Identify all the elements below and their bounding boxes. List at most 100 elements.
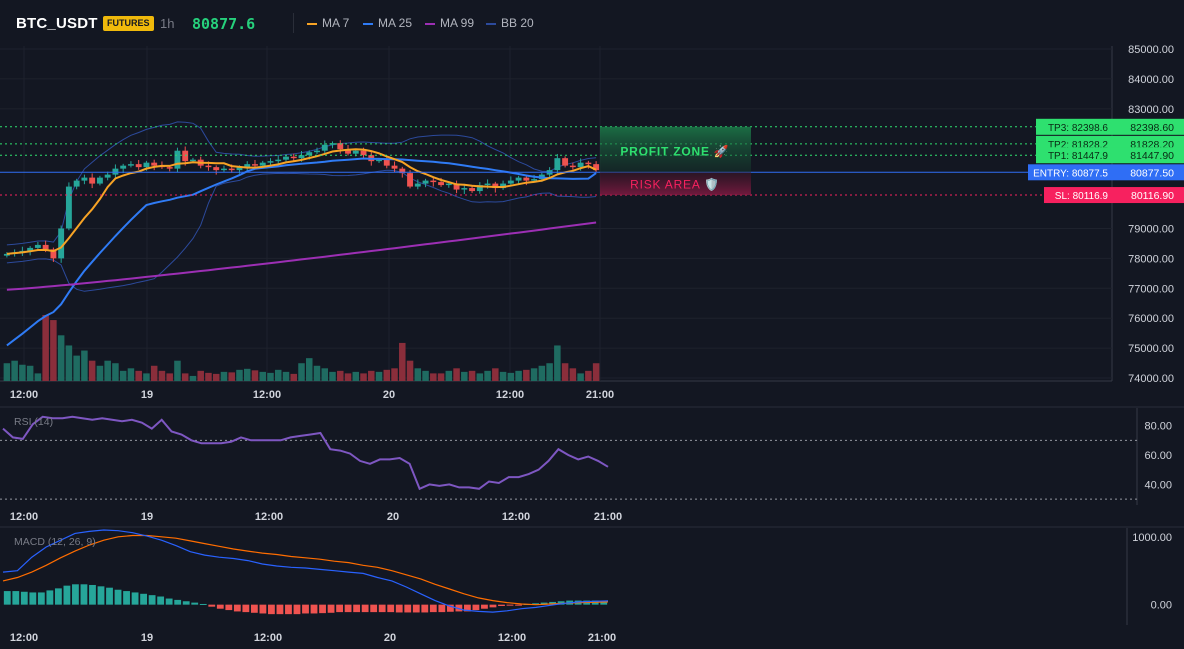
legend-ma99[interactable]: MA 99 <box>425 16 474 30</box>
macd-title: MACD (12, 26, 9) <box>14 536 96 548</box>
candle-body <box>127 164 134 166</box>
entry-tag-label: ENTRY: 80877.5 <box>1033 168 1108 179</box>
volume-bar <box>313 365 321 381</box>
volume-bar <box>228 372 235 381</box>
macd-histogram-bar <box>463 604 471 612</box>
macd-histogram-bar <box>3 591 11 605</box>
volume-bar <box>57 335 65 381</box>
macd-histogram-bar <box>199 603 207 605</box>
macd-histogram-bar <box>72 584 79 605</box>
rsi-pane[interactable]: RSI (14) <box>0 415 1137 500</box>
macd-tick-label: 1000.00 <box>1132 532 1172 544</box>
macd-histogram-bar <box>63 585 71 605</box>
volume-bar <box>492 368 499 381</box>
macd-histogram-bar <box>12 591 20 605</box>
volume-bar <box>414 368 422 381</box>
legend-ma25[interactable]: MA 25 <box>363 16 412 30</box>
volume-bar <box>476 373 484 381</box>
macd-histogram-bar <box>472 604 480 611</box>
macd-histogram-bar <box>225 604 233 611</box>
tp-tag-bg <box>1036 118 1112 135</box>
macd-histogram-bar <box>412 604 420 613</box>
candle-body <box>244 164 251 168</box>
rsi-line <box>2 415 609 491</box>
price-tick-label: 78000.00 <box>1128 253 1174 265</box>
volume-bar <box>135 370 142 381</box>
legend-bb20[interactable]: BB 20 <box>486 16 534 30</box>
candle-body <box>298 155 305 159</box>
candle-body <box>151 162 158 166</box>
volume-bar <box>3 363 11 381</box>
candle-body <box>345 149 351 154</box>
volume-bar <box>337 370 344 381</box>
volume-bar <box>305 358 313 381</box>
symbol-label[interactable]: BTC_USDT <box>16 15 98 32</box>
volume-bar <box>220 371 228 381</box>
volume-bar <box>561 363 569 381</box>
legend-ma99-label: MA 99 <box>440 16 475 30</box>
legend-ma7[interactable]: MA 7 <box>307 16 349 30</box>
candle-body <box>166 167 173 169</box>
volume-bar <box>577 373 584 381</box>
rsi-tick-label: 40.00 <box>1144 479 1172 491</box>
sl-tag-bg <box>1044 187 1112 204</box>
rsi-title: RSI (14) <box>14 416 53 428</box>
candle-body <box>414 183 421 187</box>
macd-histogram-bar <box>429 604 437 613</box>
rsi-time-tick-label: 12:00 <box>255 511 283 523</box>
sl-tag-label: SL: 80116.9 <box>1055 191 1109 202</box>
macd-histogram-bar <box>242 604 250 613</box>
macd-histogram-bar <box>182 601 190 605</box>
candle-body <box>89 177 96 184</box>
volume-bar <box>515 370 522 381</box>
macd-histogram-bar <box>157 596 165 605</box>
bb-lower-band <box>6 169 597 292</box>
macd-histogram-bar <box>191 602 199 605</box>
ma99-line <box>6 221 597 291</box>
macd-histogram-bar <box>540 602 548 605</box>
price-tick-label: 77000.00 <box>1128 283 1174 295</box>
volume-bar <box>112 363 119 381</box>
candle-body <box>391 165 398 169</box>
macd-line <box>2 529 609 613</box>
volume-bar <box>554 345 561 381</box>
macd-histogram-bar <box>114 589 122 605</box>
volume-bar <box>150 365 158 381</box>
macd-histogram-bar <box>123 591 130 605</box>
macd-histogram-bar <box>97 586 105 605</box>
candle-body <box>190 159 196 162</box>
legend-ma25-label: MA 25 <box>378 16 413 30</box>
rsi-tick-label: 80.00 <box>1144 421 1172 433</box>
candle-body <box>182 150 189 162</box>
candle-body <box>135 164 142 168</box>
timeframe-label[interactable]: 1h <box>160 16 175 31</box>
ma7-line <box>6 148 597 255</box>
macd-histogram-bar <box>395 604 403 613</box>
price-tick-label: 74000.00 <box>1128 373 1174 385</box>
macd-histogram-bar <box>361 604 369 613</box>
candle-body <box>562 158 569 166</box>
rsi-time-tick-label: 12:00 <box>10 511 38 523</box>
candle-body <box>306 152 313 156</box>
volume-bar <box>34 373 42 381</box>
volume-bar <box>166 373 173 381</box>
candle-body <box>399 168 406 174</box>
volume-bar <box>523 369 530 381</box>
candle-body <box>337 143 344 150</box>
volume-bar <box>298 363 305 381</box>
candle-body <box>523 177 530 181</box>
chart-header: BTC_USDT FUTURES 1h 80877.6 MA 7 MA 25 M… <box>0 0 1184 46</box>
tp-price-bg <box>1112 118 1184 135</box>
macd-pane[interactable]: MACD (12, 26, 9) <box>2 529 609 615</box>
volume-bar <box>274 369 282 381</box>
price-time-tick-label: 12:00 <box>496 389 524 401</box>
volume-bar <box>530 368 538 381</box>
volume-bar <box>399 342 406 381</box>
volume-bar <box>81 350 88 381</box>
price-pane[interactable]: PROFIT ZONE 🚀 RISK AREA 🛡️ <box>0 121 1112 381</box>
candle-body <box>65 186 72 229</box>
grid-lines <box>0 46 1184 625</box>
candle-body <box>205 165 212 168</box>
volume-bar <box>11 360 18 381</box>
